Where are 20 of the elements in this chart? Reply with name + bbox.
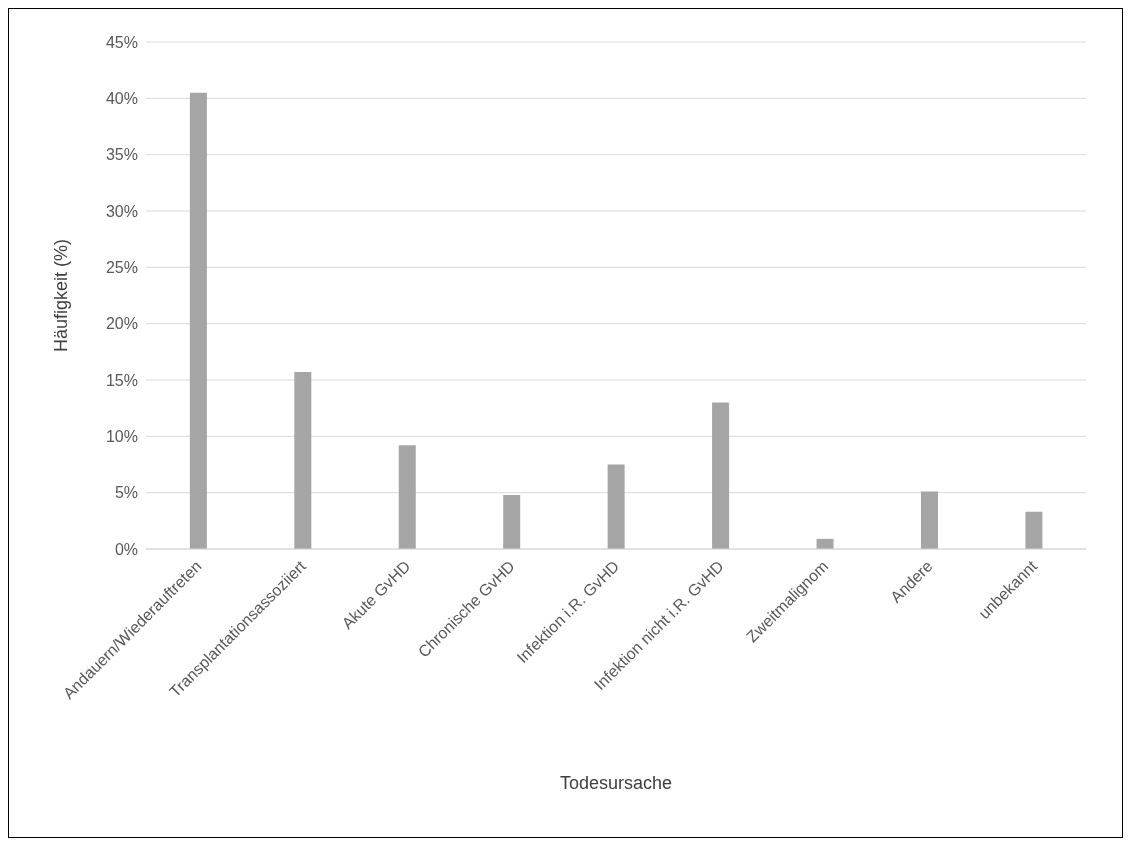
- bar: [189, 92, 207, 549]
- bar: [607, 464, 625, 549]
- y-tick-label: 45%: [105, 33, 138, 51]
- y-tick-label: 15%: [105, 371, 138, 389]
- bar: [503, 494, 521, 549]
- y-tick-label: 30%: [105, 202, 138, 220]
- y-tick-label: 0%: [114, 540, 138, 558]
- y-tick-label: 10%: [105, 428, 138, 446]
- y-axis-title: Häufigkeit (%): [51, 238, 72, 353]
- x-axis-title: Todesursache: [559, 773, 673, 793]
- y-tick-label: 40%: [105, 90, 138, 108]
- y-tick-label: 5%: [114, 484, 138, 502]
- bar: [712, 402, 730, 549]
- bar: [398, 445, 416, 549]
- bar: [1025, 511, 1043, 549]
- y-tick-label: 25%: [105, 259, 138, 277]
- y-tick-label: 20%: [105, 315, 138, 333]
- bar: [920, 491, 938, 549]
- y-tick-label: 35%: [105, 146, 138, 164]
- bar: [294, 372, 312, 549]
